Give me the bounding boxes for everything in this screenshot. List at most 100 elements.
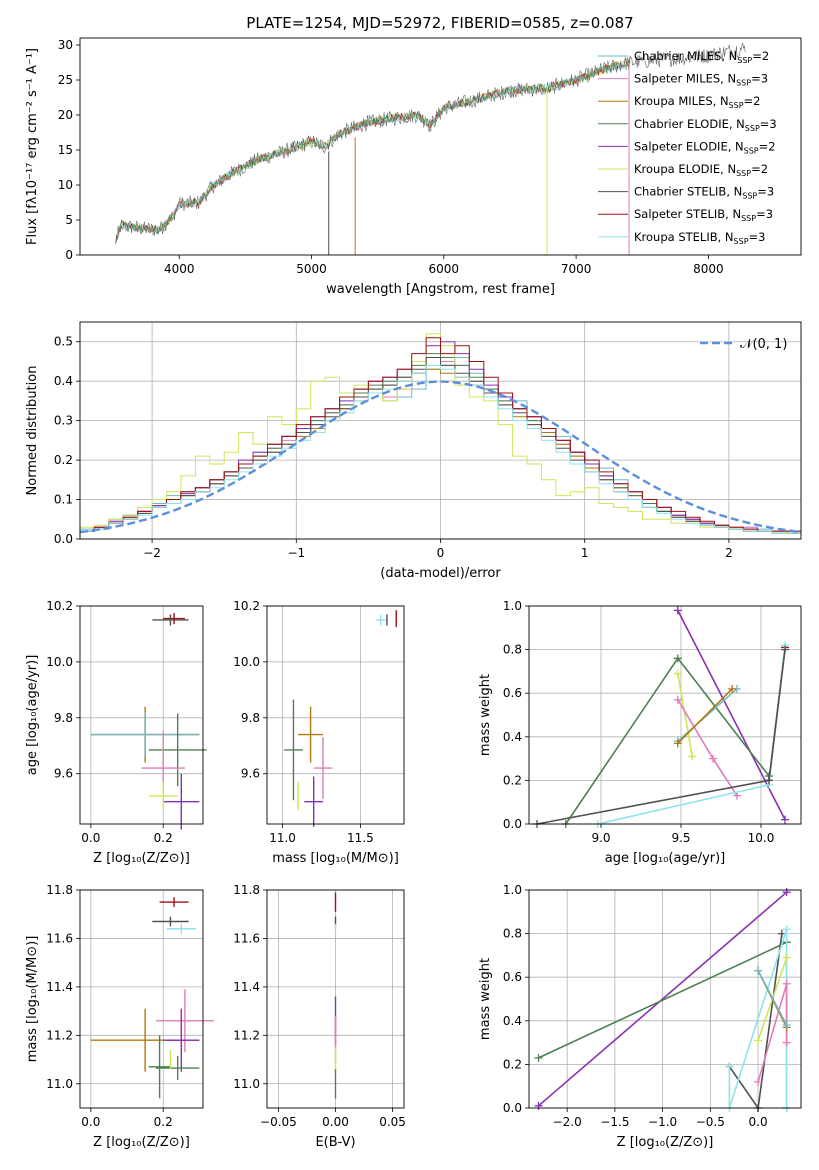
axes-frame (79, 889, 204, 1109)
plus-marker (754, 1036, 763, 1045)
plus-marker (725, 1062, 734, 1071)
x-tick-label: 9.5 (671, 831, 690, 845)
legend-label: Salpeter STELIB, NSSP=3 (634, 207, 773, 223)
y-axis-label: age [log₁₀(age/yr)] (25, 655, 40, 776)
x-tick-label: 0.2 (154, 1115, 173, 1129)
x-tick-label: 0 (437, 546, 445, 560)
y-tick-label: 0 (65, 248, 73, 262)
y-tick-label: 10 (58, 178, 73, 192)
x-tick-label: 6000 (429, 262, 460, 276)
plus-marker (781, 645, 789, 654)
y-tick-label: 10.0 (46, 655, 73, 669)
axes-frame (528, 889, 802, 1109)
y-axis-label: mass weight (478, 958, 493, 1040)
y-tick-label: 0.6 (503, 686, 522, 700)
legend-label-base: Kroupa STELIB, N (634, 230, 734, 244)
x-tick-label: −0.5 (696, 1115, 725, 1129)
y-tick-label: 9.8 (54, 711, 73, 725)
y-tick-label: 9.8 (241, 711, 260, 725)
legend-label-subscript: SSP (745, 124, 760, 133)
legend-label-subscript: SSP (729, 101, 744, 110)
age-vs-mass-panel: 11.0 11.5 9.6 9.8 10.0 10.2 mass [log₁₀(M/M⊙)] (233, 599, 405, 866)
legend-label-suffix: =2 (751, 162, 768, 176)
weight-line (537, 891, 788, 1107)
legend-label-base: Kroupa MILES, N (634, 94, 729, 108)
x-tick-label: 5000 (296, 262, 327, 276)
x-tick-label: −1.5 (600, 1115, 629, 1129)
plus-marker (782, 1038, 791, 1047)
histogram-step (79, 364, 801, 539)
y-tick-label: 11.2 (233, 1028, 260, 1042)
figure-title: PLATE=1254, MJD=52972, FIBERID=0585, z=0… (246, 14, 633, 32)
gaussian-curve (79, 380, 802, 534)
legend-label-base: Salpeter STELIB, N (634, 207, 741, 221)
y-axis-label: mass weight (478, 674, 493, 756)
plus-marker (673, 654, 682, 663)
x-tick-label: 7000 (561, 262, 592, 276)
legend-label: Salpeter MILES, NSSP=3 (634, 72, 768, 88)
y-tick-label: 0.3 (54, 414, 73, 428)
y-tick-label: 0.0 (503, 817, 522, 831)
age-vs-metallicity-panel: 0.0 0.2 9.6 9.8 10.0 10.2 Z [log₁₀(Z/Z⊙)] age [… (25, 599, 207, 866)
x-axis-label: (data-model)/error (380, 566, 501, 581)
legend-label: 𝒩(0, 1) (740, 337, 787, 352)
y-tick-label: 20 (58, 108, 73, 122)
legend-label-subscript: SSP (736, 79, 751, 88)
legend-label-base: Chabrier ELODIE, N (634, 117, 745, 131)
y-tick-label: 11.8 (46, 883, 73, 897)
x-axis-label: mass [log₁₀(M/M⊙)] (272, 851, 399, 866)
legend-label-suffix: =3 (757, 185, 774, 199)
legend-label-base: Chabrier STELIB, N (634, 185, 742, 199)
plus-marker (765, 776, 773, 785)
x-axis-label: Z [log₁₀(Z/Z⊙)] (617, 1135, 714, 1150)
x-tick-label: 11.0 (269, 831, 296, 845)
y-tick-label: 9.6 (54, 767, 73, 781)
legend-label-suffix: =2 (752, 49, 769, 63)
y-tick-label: 0.4 (503, 1014, 522, 1028)
plus-marker (673, 695, 682, 704)
plus-marker (754, 966, 763, 975)
x-tick-label: −1.0 (648, 1115, 677, 1129)
x-tick-label: 0.2 (154, 831, 173, 845)
x-axis-label: age [log₁₀(age/yr)] (605, 851, 726, 866)
y-tick-label: 11.6 (46, 931, 73, 945)
y-tick-label: 15 (58, 143, 73, 157)
legend-label-subscript: SSP (736, 169, 751, 178)
legend-label-base: Kroupa ELODIE, N (634, 162, 736, 176)
legend-label-suffix: =3 (756, 207, 773, 221)
y-tick-label: 11.4 (233, 980, 260, 994)
x-axis-label: Z [log₁₀(Z/Z⊙)] (93, 851, 190, 866)
spectrum-panel: 4000 5000 6000 7000 8000 0 5 10 15 20 25 30 waveleng… (25, 37, 802, 297)
plus-marker (781, 815, 789, 824)
x-tick-label: −2 (143, 546, 161, 560)
x-axis-label: wavelength [Angstrom, rest frame] (326, 282, 555, 297)
x-tick-label: 0.00 (322, 1115, 349, 1129)
legend-label-suffix: =3 (760, 117, 777, 131)
legend-label-subscript: SSP (737, 56, 752, 65)
y-tick-label: 0.0 (54, 532, 73, 546)
plus-marker (534, 1101, 543, 1110)
axes-frame (79, 605, 204, 825)
legend-label: Chabrier STELIB, NSSP=3 (634, 185, 774, 201)
legend-label-subscript: SSP (734, 237, 749, 246)
plus-marker (782, 925, 791, 934)
legend-label-suffix: =3 (749, 230, 766, 244)
x-tick-label: 0.05 (379, 1115, 406, 1129)
y-tick-label: 10.0 (233, 655, 260, 669)
plus-marker (709, 754, 717, 763)
plus-marker (782, 888, 791, 897)
plus-marker (688, 752, 697, 761)
spectrum-line (115, 58, 631, 242)
mass-weight-vs-metallicity-panel: −2.0 −1.5 −1.0 −0.5 0.0 0.0 0.2 0.4 0.6 0.8 1.0 Z [… (478, 883, 802, 1150)
plus-marker (673, 739, 682, 748)
plus-marker (733, 791, 741, 800)
y-tick-label: 11.4 (46, 980, 73, 994)
x-tick-label: −0.05 (260, 1115, 297, 1129)
legend-label-subscript: SSP (741, 214, 756, 223)
x-tick-label: 0.0 (81, 831, 100, 845)
y-tick-label: 0.4 (54, 374, 73, 388)
x-tick-label: 9.0 (591, 831, 610, 845)
legend-label-base: Salpeter ELODIE, N (634, 139, 744, 153)
x-tick-label: 8000 (693, 262, 724, 276)
